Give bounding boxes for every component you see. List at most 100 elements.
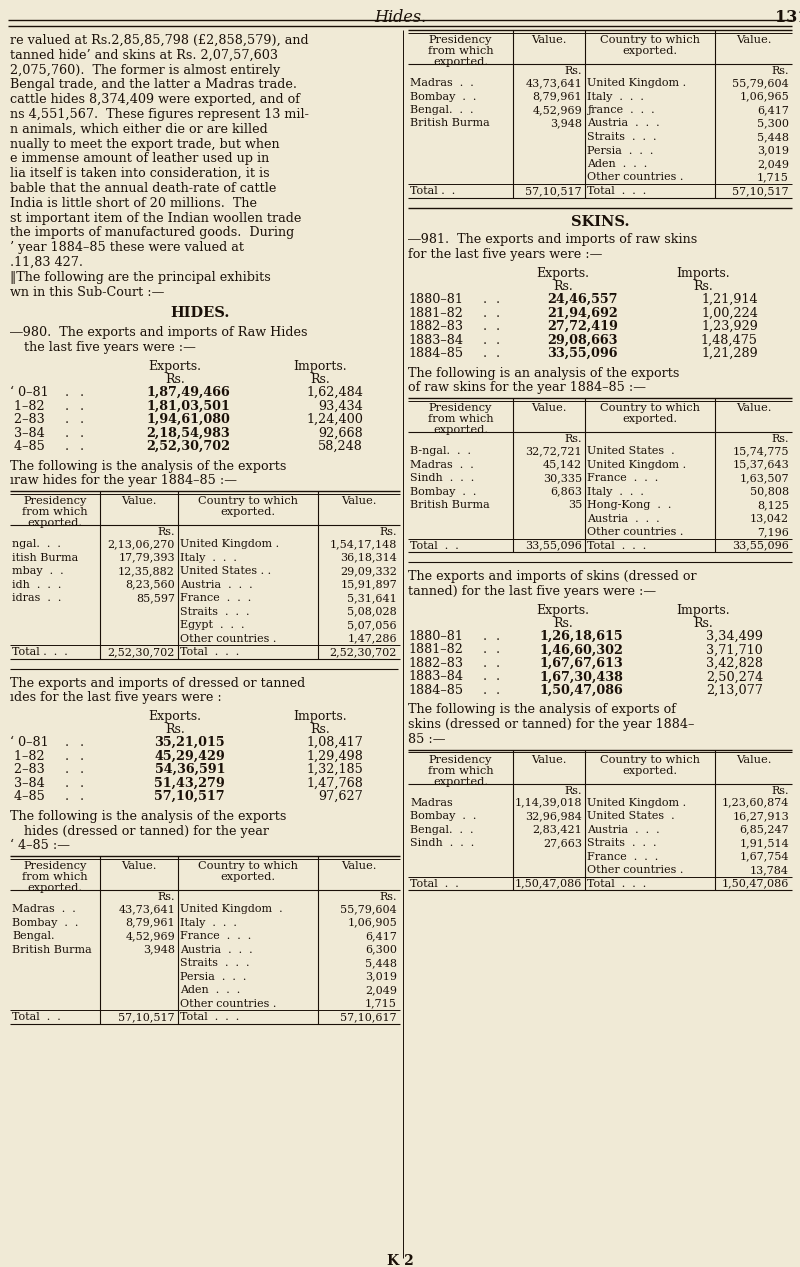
Text: 1,50,47,086: 1,50,47,086	[514, 879, 582, 888]
Text: .: .	[65, 763, 69, 777]
Text: 8,79,961: 8,79,961	[532, 91, 582, 101]
Text: exported.: exported.	[221, 507, 275, 517]
Text: Madras  .  .: Madras . .	[410, 460, 474, 470]
Text: .: .	[65, 736, 69, 749]
Text: Austria  .  .  .: Austria . . .	[180, 945, 253, 954]
Text: Italy  .  .  .: Italy . . .	[587, 487, 644, 497]
Text: tanned hide’ and skins at Rs. 2,07,57,603: tanned hide’ and skins at Rs. 2,07,57,60…	[10, 49, 278, 62]
Text: .: .	[65, 750, 69, 763]
Text: 5,448: 5,448	[365, 958, 397, 968]
Text: 1,21,914: 1,21,914	[702, 293, 758, 307]
Text: The following is an analysis of the exports: The following is an analysis of the expo…	[408, 366, 679, 380]
Text: 1,67,67,613: 1,67,67,613	[539, 656, 623, 670]
Text: 1883–84: 1883–84	[408, 333, 463, 347]
Text: 1,29,498: 1,29,498	[306, 750, 363, 763]
Text: Value.: Value.	[736, 755, 771, 765]
Text: .: .	[80, 399, 84, 413]
Text: lia itself is taken into consideration, it is: lia itself is taken into consideration, …	[10, 167, 270, 180]
Text: 6,300: 6,300	[365, 945, 397, 954]
Text: .: .	[483, 630, 487, 642]
Text: Presidency: Presidency	[429, 35, 492, 46]
Text: Rs.: Rs.	[553, 617, 573, 630]
Text: .: .	[496, 630, 500, 642]
Text: Rs.: Rs.	[693, 280, 713, 293]
Text: Rs.: Rs.	[165, 723, 185, 736]
Text: 3,019: 3,019	[365, 972, 397, 982]
Text: ‖The following are the principal exhibits: ‖The following are the principal exhibit…	[10, 271, 270, 284]
Text: Country to which: Country to which	[600, 403, 700, 413]
Text: 6,417: 6,417	[757, 105, 789, 115]
Text: Value.: Value.	[736, 35, 771, 46]
Text: 1,08,417: 1,08,417	[306, 736, 363, 749]
Text: .: .	[80, 440, 84, 454]
Text: Sindh  .  .  .: Sindh . . .	[410, 473, 474, 483]
Text: 1884–85: 1884–85	[408, 684, 463, 697]
Text: United Kingdom  .: United Kingdom .	[180, 905, 282, 914]
Text: Total  .  .  .: Total . . .	[180, 647, 239, 658]
Text: 2–83: 2–83	[10, 763, 45, 777]
Text: Persia  .  .  .: Persia . . .	[587, 146, 654, 156]
Text: France  .  .  .: France . . .	[180, 593, 251, 603]
Text: Value.: Value.	[342, 497, 377, 506]
Text: of raw skins for the year 1884–85 :—: of raw skins for the year 1884–85 :—	[408, 381, 646, 394]
Text: 3,948: 3,948	[143, 945, 175, 954]
Text: 4,52,969: 4,52,969	[532, 105, 582, 115]
Text: Presidency: Presidency	[429, 755, 492, 765]
Text: 30,335: 30,335	[543, 473, 582, 483]
Text: Austria  .  .  .: Austria . . .	[180, 579, 253, 589]
Text: ―981.  The exports and imports of raw skins: ―981. The exports and imports of raw ski…	[408, 233, 698, 247]
Text: Madras: Madras	[410, 798, 453, 807]
Text: Imports.: Imports.	[293, 360, 347, 372]
Text: Rs.: Rs.	[310, 372, 330, 386]
Text: .: .	[65, 791, 69, 803]
Text: 2–83: 2–83	[10, 413, 45, 426]
Text: 29,08,663: 29,08,663	[547, 333, 618, 347]
Text: .: .	[65, 440, 69, 454]
Text: 35: 35	[568, 500, 582, 511]
Text: Madras  .  .: Madras . .	[410, 79, 474, 87]
Text: Bombay  .  .: Bombay . .	[410, 811, 476, 821]
Text: 1884–85: 1884–85	[408, 347, 463, 360]
Text: Total  .  .: Total . .	[410, 879, 458, 888]
Text: exported.: exported.	[27, 518, 82, 528]
Text: 1,06,905: 1,06,905	[347, 917, 397, 927]
Text: Persia  .  .  .: Persia . . .	[180, 972, 246, 982]
Text: 1,14,39,018: 1,14,39,018	[514, 798, 582, 807]
Text: 5,448: 5,448	[757, 132, 789, 142]
Text: exported.: exported.	[622, 46, 678, 56]
Text: The exports and imports of dressed or tanned: The exports and imports of dressed or ta…	[10, 677, 306, 689]
Text: 1,715: 1,715	[757, 172, 789, 182]
Text: Bombay  .  .: Bombay . .	[410, 91, 476, 101]
Text: 57,10,517: 57,10,517	[526, 186, 582, 196]
Text: .: .	[483, 347, 487, 360]
Text: 8,125: 8,125	[757, 500, 789, 511]
Text: Italy  .  .  .: Italy . . .	[587, 91, 644, 101]
Text: 5,07,056: 5,07,056	[347, 620, 397, 630]
Text: 17,79,393: 17,79,393	[118, 552, 175, 563]
Text: exported.: exported.	[27, 883, 82, 893]
Text: from which: from which	[22, 507, 88, 517]
Text: India is little short of 20 millions.  The: India is little short of 20 millions. Th…	[10, 196, 257, 210]
Text: Hides.: Hides.	[374, 9, 426, 27]
Text: Presidency: Presidency	[23, 862, 86, 872]
Text: The following is the analysis of the exports: The following is the analysis of the exp…	[10, 810, 286, 822]
Text: Total .  .  .: Total . . .	[12, 647, 68, 658]
Text: Sindh  .  .  .: Sindh . . .	[410, 839, 474, 848]
Text: 1,715: 1,715	[365, 998, 397, 1009]
Text: 1,46,60,302: 1,46,60,302	[539, 644, 623, 656]
Text: .: .	[80, 736, 84, 749]
Text: 29,09,332: 29,09,332	[340, 566, 397, 576]
Text: Presidency: Presidency	[429, 403, 492, 413]
Text: ns 4,551,567.  These figures represent 13 mil-: ns 4,551,567. These figures represent 13…	[10, 108, 309, 122]
Text: 33,55,096: 33,55,096	[525, 541, 582, 551]
Text: Rs.: Rs.	[565, 66, 582, 76]
Text: Total .  .: Total . .	[410, 186, 455, 196]
Text: .11,83 427.: .11,83 427.	[10, 256, 83, 269]
Text: 2,52,30,702: 2,52,30,702	[330, 647, 397, 658]
Text: .: .	[80, 413, 84, 426]
Text: 1,00,224: 1,00,224	[701, 307, 758, 319]
Text: 1,47,768: 1,47,768	[306, 777, 363, 789]
Text: 3–84: 3–84	[10, 777, 45, 789]
Text: 32,96,984: 32,96,984	[525, 811, 582, 821]
Text: Rs.: Rs.	[771, 66, 789, 76]
